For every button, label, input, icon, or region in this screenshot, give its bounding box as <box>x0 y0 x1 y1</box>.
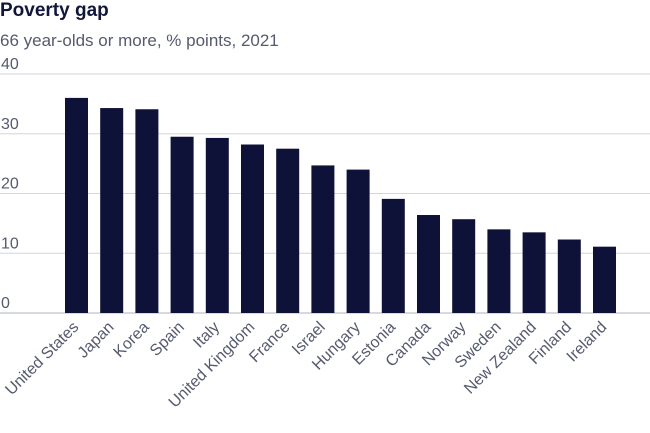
bar-norway <box>452 219 476 313</box>
bar-canada <box>417 215 440 313</box>
y-tick-label-10: 10 <box>1 235 19 252</box>
bar-japan <box>100 108 124 314</box>
x-tick-label-spain: Spain <box>147 319 188 360</box>
x-tick-label-korea: Korea <box>111 319 153 361</box>
bar-italy <box>205 137 229 313</box>
bar-new-zealand <box>522 232 546 313</box>
bar-israel <box>311 165 335 313</box>
bar-sweden <box>487 229 511 313</box>
bars <box>65 97 616 314</box>
y-tick-label-30: 30 <box>1 116 19 133</box>
bar-france <box>276 148 300 313</box>
x-tick-label-france: France <box>246 319 293 366</box>
y-tick-label-0: 0 <box>1 295 10 312</box>
x-tick-label-japan: Japan <box>75 319 118 362</box>
bar-ireland <box>593 246 616 313</box>
chart-title: Poverty gap <box>0 0 109 21</box>
x-tick-label-ireland: Ireland <box>564 319 611 366</box>
bar-hungary <box>346 169 370 313</box>
bar-spain <box>170 136 194 313</box>
bar-estonia <box>381 198 405 313</box>
y-axis-tick-labels: 0 10 20 30 40 <box>1 56 19 312</box>
chart-subtitle: 66 year-olds or more, % points, 2021 <box>0 31 279 50</box>
y-tick-label-20: 20 <box>1 176 19 193</box>
y-tick-label-40: 40 <box>1 56 19 73</box>
bar-korea <box>135 109 159 313</box>
bar-united-kingdom <box>241 144 264 313</box>
x-tick-label-united-states: United States <box>2 319 82 399</box>
bar-finland <box>557 239 581 313</box>
bar-united-states <box>65 97 88 314</box>
